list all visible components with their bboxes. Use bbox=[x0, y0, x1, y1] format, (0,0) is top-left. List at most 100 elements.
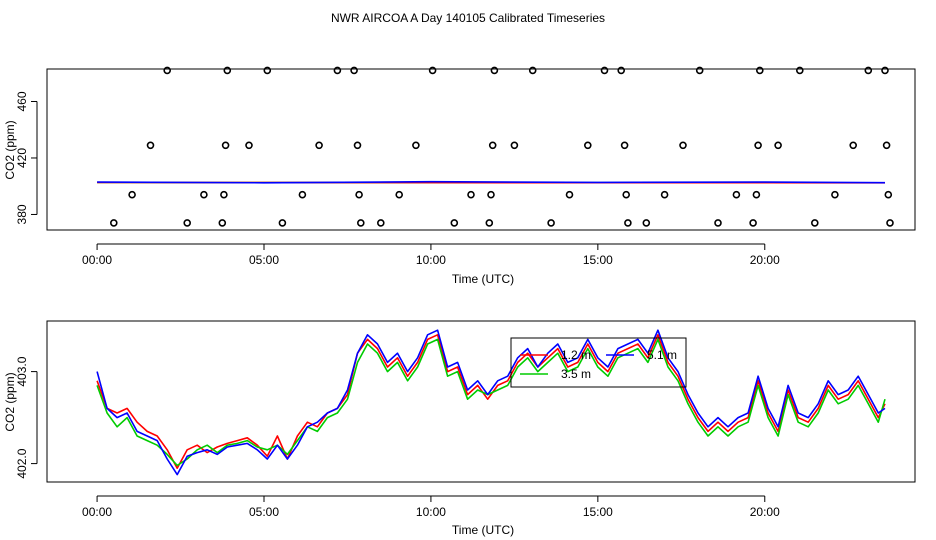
bottom-y-axis: 402.0 403.0 bbox=[15, 356, 38, 479]
legend-box bbox=[510, 337, 687, 388]
reference-point bbox=[755, 66, 764, 75]
top-x-tick-label: 00:00 bbox=[82, 253, 112, 267]
reference-point bbox=[218, 219, 227, 227]
reference-point bbox=[547, 219, 555, 227]
reference-point bbox=[732, 190, 741, 199]
top-series-line-3 bbox=[97, 180, 886, 184]
reference-point bbox=[245, 141, 253, 150]
reference-point bbox=[278, 219, 287, 227]
reference-point bbox=[624, 219, 632, 227]
legend: 1.2 m 3.5 m 5.1 m bbox=[510, 337, 687, 388]
reference-point bbox=[200, 190, 208, 199]
bottom-series-line-3 bbox=[96, 329, 886, 476]
reference-point bbox=[660, 190, 669, 199]
top-panel-marks bbox=[97, 66, 894, 227]
reference-point bbox=[146, 141, 155, 150]
bottom-y-tick-label: 403.0 bbox=[15, 356, 29, 386]
reference-point bbox=[600, 66, 609, 75]
bottom-x-tick-label: 10:00 bbox=[416, 505, 446, 519]
reference-point bbox=[617, 66, 626, 75]
top-x-axis: 00:00 05:00 10:00 15:00 20:00 bbox=[82, 243, 780, 267]
reference-point bbox=[333, 66, 342, 75]
top-y-tick-label: 420 bbox=[15, 148, 29, 168]
reference-point bbox=[510, 141, 519, 150]
reference-point bbox=[395, 190, 404, 199]
bottom-x-tick-label: 15:00 bbox=[583, 505, 613, 519]
reference-point bbox=[714, 219, 722, 227]
reference-point bbox=[490, 66, 499, 75]
reference-point bbox=[622, 190, 631, 199]
reference-point bbox=[565, 190, 574, 199]
reference-point bbox=[886, 219, 894, 227]
reference-point bbox=[220, 190, 228, 199]
reference-point bbox=[749, 219, 757, 227]
reference-point bbox=[110, 219, 118, 227]
reference-point bbox=[428, 66, 437, 75]
bottom-series-line-2 bbox=[96, 338, 886, 467]
reference-point bbox=[298, 190, 307, 199]
reference-point bbox=[183, 219, 191, 227]
top-y-axis: 380 420 460 bbox=[15, 91, 38, 224]
top-x-axis-label: Time (UTC) bbox=[452, 272, 514, 286]
legend-label-3: 5.1 m bbox=[647, 348, 677, 362]
top-y-tick-label: 380 bbox=[15, 204, 29, 224]
reference-point bbox=[450, 219, 459, 227]
bottom-panel: 00:00 05:00 10:00 15:00 20:00 402.0 403.0 Tim… bbox=[3, 320, 916, 537]
reference-point bbox=[695, 66, 704, 75]
reference-point bbox=[487, 190, 495, 199]
reference-point bbox=[163, 66, 171, 75]
reference-point bbox=[221, 141, 230, 150]
bottom-x-axis-label: Time (UTC) bbox=[452, 523, 514, 537]
reference-point bbox=[412, 141, 420, 150]
bottom-series-line-1 bbox=[96, 334, 886, 469]
reference-point bbox=[356, 219, 365, 227]
reference-point bbox=[810, 219, 819, 227]
figure-title: NWR AIRCOA A Day 140105 Calibrated Times… bbox=[331, 11, 605, 25]
top-panel-frame bbox=[46, 68, 916, 231]
top-x-tick-label: 20:00 bbox=[750, 253, 780, 267]
reference-point bbox=[881, 66, 889, 75]
top-x-tick-label: 10:00 bbox=[416, 253, 446, 267]
reference-point bbox=[376, 219, 385, 227]
top-y-axis-label: CO2 (ppm) bbox=[3, 120, 17, 179]
reference-point bbox=[754, 141, 762, 150]
top-x-tick-label: 15:00 bbox=[583, 253, 613, 267]
top-x-tick-label: 05:00 bbox=[249, 253, 279, 267]
reference-point bbox=[620, 141, 629, 150]
reference-point bbox=[223, 66, 232, 75]
bottom-x-tick-label: 20:00 bbox=[750, 505, 780, 519]
reference-point bbox=[882, 141, 891, 150]
reference-point bbox=[488, 141, 497, 150]
reference-point bbox=[128, 190, 136, 199]
bottom-x-tick-label: 05:00 bbox=[249, 505, 279, 519]
reference-point bbox=[795, 66, 804, 75]
reference-point bbox=[263, 66, 272, 75]
reference-point bbox=[679, 141, 687, 150]
reference-point bbox=[831, 190, 839, 199]
reference-point bbox=[350, 66, 358, 75]
reference-point bbox=[583, 141, 592, 150]
reference-point bbox=[467, 190, 475, 199]
bottom-panel-marks bbox=[96, 329, 886, 476]
legend-label-2: 3.5 m bbox=[561, 367, 591, 381]
top-panel: 00:00 05:00 10:00 15:00 20:00 380 420 460 Time… bbox=[3, 66, 916, 286]
bottom-x-tick-label: 00:00 bbox=[82, 505, 112, 519]
reference-point bbox=[315, 141, 323, 150]
reference-point bbox=[355, 190, 363, 199]
reference-point bbox=[849, 141, 858, 150]
reference-point bbox=[353, 141, 362, 150]
reference-point bbox=[864, 66, 873, 75]
top-y-tick-label: 460 bbox=[15, 91, 29, 111]
reference-point bbox=[642, 219, 651, 227]
bottom-x-axis: 00:00 05:00 10:00 15:00 20:00 bbox=[82, 495, 780, 519]
reference-point bbox=[884, 190, 893, 199]
reference-point bbox=[485, 219, 494, 227]
bottom-panel-frame bbox=[46, 320, 916, 483]
legend-label-1: 1.2 m bbox=[561, 348, 591, 362]
bottom-y-axis-label: CO2 (ppm) bbox=[3, 372, 17, 431]
reference-point bbox=[528, 66, 537, 75]
reference-point bbox=[752, 190, 761, 199]
reference-point bbox=[774, 141, 782, 150]
bottom-y-tick-label: 402.0 bbox=[15, 448, 29, 478]
